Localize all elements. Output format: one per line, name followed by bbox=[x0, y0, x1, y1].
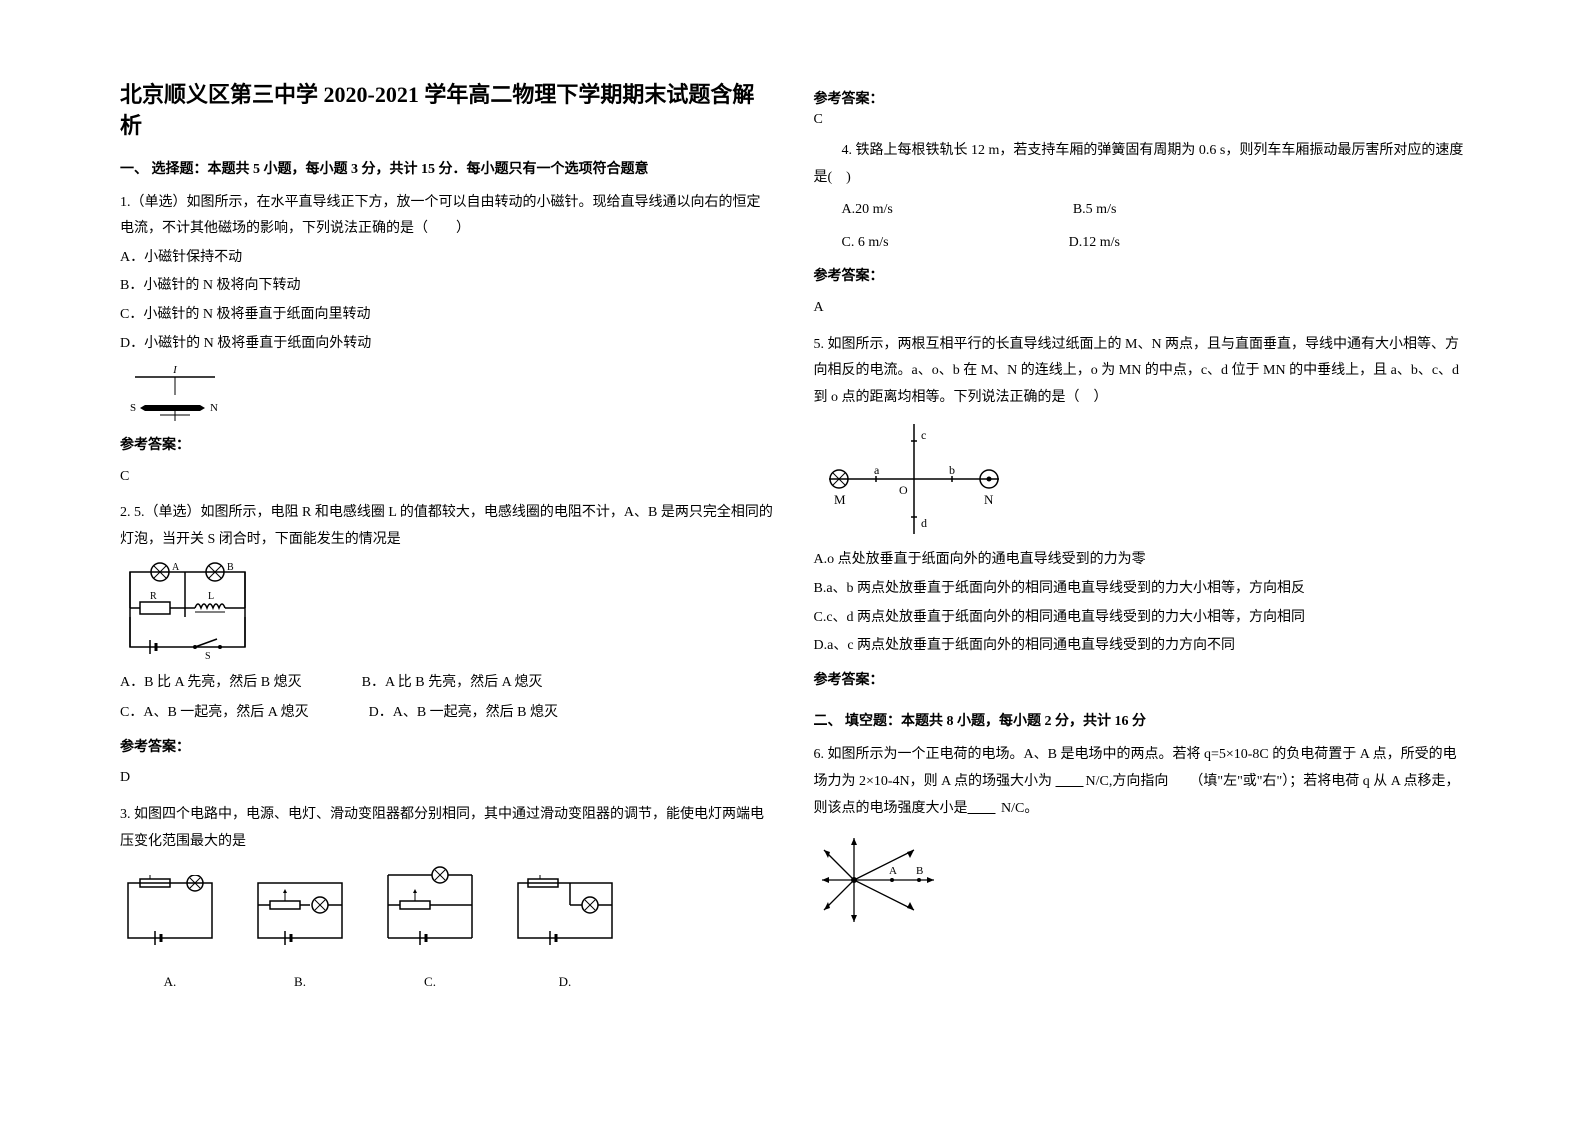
q5-optB: B.a、b 两点处放垂直于纸面向外的相同通电直导线受到的力大小相等，方向相反 bbox=[814, 576, 1468, 603]
question-6: 6. 如图所示为一个正电荷的电场。A、B 是电场中的两点。若将 q=5×10-8… bbox=[814, 742, 1468, 930]
q4-text: 4. 铁路上每根铁轨长 12 m，若支持车厢的弹簧固有周期为 0.6 s，则列车… bbox=[814, 138, 1468, 191]
q2-optD: D．A、B 一起亮，然后 B 熄灭 bbox=[369, 700, 558, 727]
q3-circuit-D: D. bbox=[510, 875, 620, 994]
q4-optB: B.5 m/s bbox=[1073, 197, 1117, 224]
q5-diagram-wires: M N a b c d O bbox=[814, 419, 1014, 539]
q3-text: 3. 如图四个电路中，电源、电灯、滑动变阻器都分别相同，其中通过滑动变阻器的调节… bbox=[120, 802, 774, 855]
question-1: 1.（单选）如图所示，在水平直导线正下方，放一个可以自由转动的小磁针。现给直导线… bbox=[120, 190, 774, 491]
label-R: R bbox=[150, 591, 157, 602]
question-3: 3. 如图四个电路中，电源、电灯、滑动变阻器都分别相同，其中通过滑动变阻器的调节… bbox=[120, 802, 774, 994]
label-c: c bbox=[921, 428, 926, 442]
label-I: I bbox=[172, 365, 178, 376]
q5-optA: A.o 点处放垂直于纸面向外的通电直导线受到的力为零 bbox=[814, 547, 1468, 574]
q3-answer: C bbox=[814, 112, 1468, 128]
q5-answer-label: 参考答案： bbox=[814, 668, 1468, 695]
q1-answer: C bbox=[120, 464, 774, 491]
exam-title: 北京顺义区第三中学 2020-2021 学年高二物理下学期期末试题含解析 bbox=[120, 80, 774, 142]
q1-text: 1.（单选）如图所示，在水平直导线正下方，放一个可以自由转动的小磁针。现给直导线… bbox=[120, 190, 774, 243]
q3-labelC: C. bbox=[380, 970, 480, 995]
section2-header: 二、 填空题：本题共 8 小题，每小题 2 分，共计 16 分 bbox=[814, 710, 1468, 730]
q3-labelB: B. bbox=[250, 970, 350, 995]
question-4: 4. 铁路上每根铁轨长 12 m，若支持车厢的弹簧固有周期为 0.6 s，则列车… bbox=[814, 138, 1468, 322]
question-2: 2. 5.（单选）如图所示，电阻 R 和电感线圈 L 的值都较大，电感线圈的电阻… bbox=[120, 500, 774, 792]
q6-diagram-field: A B bbox=[814, 830, 944, 930]
label-N5: N bbox=[984, 492, 994, 507]
label-B2: B bbox=[227, 562, 234, 573]
q6-p3: 是 bbox=[954, 801, 968, 816]
q2-text: 2. 5.（单选）如图所示，电阻 R 和电感线圈 L 的值都较大，电感线圈的电阻… bbox=[120, 500, 774, 553]
label-S2: S bbox=[205, 651, 211, 662]
q4-answer-label: 参考答案： bbox=[814, 264, 1468, 291]
q3-circuit-C: C. bbox=[380, 865, 480, 994]
q3-labelA: A. bbox=[120, 970, 220, 995]
q2-optC: C．A、B 一起亮，然后 A 熄灭 bbox=[120, 700, 309, 727]
section1-header: 一、 选择题：本题共 5 小题，每小题 3 分，共计 15 分．每小题只有一个选… bbox=[120, 158, 774, 178]
q6-text: 6. 如图所示为一个正电荷的电场。A、B 是电场中的两点。若将 q=5×10-8… bbox=[814, 742, 1468, 822]
label-B6: B bbox=[916, 865, 923, 877]
q6-blank2 bbox=[968, 796, 998, 823]
q2-optB: B．A 比 B 先亮，然后 A 熄灭 bbox=[362, 670, 543, 697]
q3-circuit-A: A. bbox=[120, 875, 220, 994]
q2-answer: D bbox=[120, 765, 774, 792]
q2-optA: A．B 比 A 先亮，然后 B 熄灭 bbox=[120, 670, 302, 697]
label-A2: A bbox=[172, 562, 180, 573]
q3-labelD: D. bbox=[510, 970, 620, 995]
q4-optA: A.20 m/s bbox=[842, 197, 893, 224]
q4-answer: A bbox=[814, 295, 1468, 322]
q5-optC: C.c、d 两点处放垂直于纸面向外的相同通电直导线受到的力大小相等，方向相同 bbox=[814, 605, 1468, 632]
q4-optC: C. 6 m/s bbox=[842, 230, 889, 257]
q3-circuits: A. B. bbox=[120, 865, 774, 994]
label-a: a bbox=[874, 463, 880, 477]
label-S: S bbox=[130, 402, 136, 414]
q3-answer-label: 参考答案： bbox=[814, 88, 1468, 108]
left-column: 北京顺义区第三中学 2020-2021 学年高二物理下学期期末试题含解析 一、 … bbox=[100, 80, 794, 1082]
label-L: L bbox=[208, 591, 214, 602]
q6-p4: N/C。 bbox=[998, 801, 1039, 816]
q3-circuit-B: B. bbox=[250, 875, 350, 994]
q5-text: 5. 如图所示，两根互相平行的长直导线过纸面上的 M、N 两点，且与直面垂直，导… bbox=[814, 332, 1468, 412]
question-5: 5. 如图所示，两根互相平行的长直导线过纸面上的 M、N 两点，且与直面垂直，导… bbox=[814, 332, 1468, 695]
q5-optD: D.a、c 两点处放垂直于纸面向外的相同通电直导线受到的力方向不同 bbox=[814, 633, 1468, 660]
label-b: b bbox=[949, 463, 955, 477]
q6-blank1 bbox=[1056, 769, 1086, 796]
q1-answer-label: 参考答案： bbox=[120, 433, 774, 460]
q1-optC: C．小磁针的 N 极将垂直于纸面向里转动 bbox=[120, 302, 774, 329]
label-O: O bbox=[899, 483, 908, 497]
label-N: N bbox=[210, 402, 218, 414]
q4-optD: D.12 m/s bbox=[1069, 230, 1120, 257]
label-A6: A bbox=[889, 865, 897, 877]
label-M: M bbox=[834, 492, 846, 507]
q1-optD: D．小磁针的 N 极将垂直于纸面向外转动 bbox=[120, 331, 774, 358]
label-d: d bbox=[921, 516, 927, 530]
right-column: 参考答案： C 4. 铁路上每根铁轨长 12 m，若支持车厢的弹簧固有周期为 0… bbox=[794, 80, 1488, 1082]
q2-diagram-circuit: A B R L bbox=[120, 562, 260, 662]
q1-optA: A．小磁针保持不动 bbox=[120, 245, 774, 272]
q1-optB: B．小磁针的 N 极将向下转动 bbox=[120, 273, 774, 300]
q1-diagram-wire-compass: I S N bbox=[120, 365, 230, 425]
q2-answer-label: 参考答案： bbox=[120, 735, 774, 762]
